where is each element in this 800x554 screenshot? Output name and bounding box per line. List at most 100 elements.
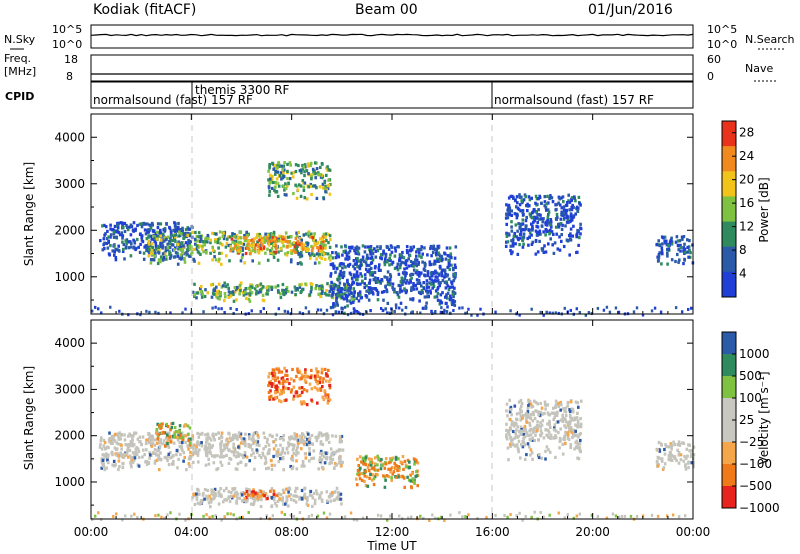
- data-cell: [440, 254, 444, 258]
- data-cell: [384, 478, 387, 482]
- data-cell: [187, 447, 190, 451]
- data-cell: [331, 251, 334, 255]
- data-cell: [347, 286, 350, 290]
- data-cell: [557, 401, 560, 406]
- data-cell: [566, 401, 570, 405]
- data-cell: [203, 488, 207, 492]
- data-cell: [575, 235, 578, 239]
- data-cell: [240, 493, 244, 497]
- data-cell: [227, 461, 231, 465]
- data-cell: [524, 195, 528, 199]
- data-cell: [272, 252, 275, 256]
- data-cell: [523, 424, 527, 429]
- data-cell: [321, 466, 324, 470]
- data-cell: [177, 225, 180, 229]
- data-cell: [650, 309, 654, 313]
- data-cell: [101, 453, 105, 457]
- data-cell: [449, 252, 453, 256]
- data-cell: [279, 493, 283, 497]
- data-cell: [223, 447, 226, 451]
- data-cell: [309, 489, 313, 494]
- data-cell: [145, 247, 148, 251]
- data-cell: [178, 436, 181, 440]
- data-cell: [276, 376, 280, 380]
- data-cell: [121, 518, 124, 522]
- data-cell: [426, 295, 429, 299]
- data-cell: [302, 388, 306, 392]
- data-cell: [562, 200, 565, 204]
- nave-label: Nave: [745, 62, 773, 75]
- data-cell: [334, 270, 337, 274]
- data-cell: [337, 448, 341, 452]
- data-cell: [419, 291, 423, 296]
- data-cell: [663, 235, 667, 239]
- data-cell: [509, 418, 512, 422]
- data-cell: [179, 452, 182, 457]
- data-cell: [162, 439, 166, 443]
- data-cell: [144, 460, 147, 464]
- data-cell: [526, 204, 530, 208]
- data-cell: [286, 176, 289, 181]
- data-cell: [135, 237, 139, 242]
- data-cell: [296, 367, 299, 371]
- data-cell: [159, 260, 162, 264]
- data-cell: [283, 239, 286, 243]
- data-cell: [251, 492, 254, 496]
- data-cell: [569, 227, 573, 231]
- data-cell: [187, 438, 190, 443]
- data-cell: [117, 454, 120, 458]
- data-cell: [547, 213, 550, 217]
- data-cell: [389, 253, 392, 257]
- data-cell: [451, 267, 455, 271]
- data-cell: [326, 393, 330, 397]
- data-cell: [285, 288, 288, 292]
- data-cell: [220, 251, 223, 255]
- data-cell: [361, 255, 365, 259]
- data-cell: [123, 452, 126, 457]
- data-cell: [176, 438, 180, 442]
- data-cell: [677, 440, 681, 444]
- data-cell: [305, 443, 309, 447]
- data-cell: [114, 256, 118, 260]
- data-cell: [522, 232, 526, 236]
- data-cell: [371, 273, 375, 277]
- data-cell: [270, 467, 274, 471]
- data-cell: [169, 251, 172, 255]
- data-cell: [263, 494, 266, 498]
- data-cell: [323, 257, 327, 261]
- data-cell: [383, 275, 386, 279]
- data-cell: [688, 249, 691, 253]
- data-cell: [561, 195, 565, 199]
- data-cell: [140, 443, 143, 447]
- data-cell: [361, 258, 365, 262]
- data-cell: [137, 449, 141, 453]
- data-cell: [134, 447, 138, 451]
- data-cell: [660, 235, 664, 239]
- data-cell: [681, 237, 684, 241]
- data-cell: [303, 174, 306, 178]
- data-cell: [142, 251, 146, 255]
- data-cell: [329, 272, 333, 276]
- data-cell: [195, 445, 198, 449]
- data-cell: [268, 397, 272, 401]
- data-cell: [300, 376, 303, 380]
- data-cell: [300, 241, 303, 245]
- data-cell: [656, 514, 660, 518]
- data-cell: [670, 236, 673, 240]
- data-cell: [401, 475, 405, 479]
- data-cell: [257, 261, 261, 265]
- data-cell: [125, 223, 128, 228]
- data-cell: [522, 427, 525, 431]
- colorbar-swatch: [722, 332, 736, 355]
- data-cell: [420, 289, 424, 293]
- data-cell: [281, 376, 285, 380]
- data-cell: [153, 236, 157, 240]
- data-cell: [687, 443, 690, 447]
- data-cell: [289, 163, 292, 167]
- data-cell: [391, 282, 395, 286]
- data-cell: [528, 231, 532, 235]
- data-cell: [653, 306, 657, 310]
- data-cell: [292, 249, 295, 253]
- data-cell: [304, 232, 308, 236]
- data-cell: [430, 278, 434, 282]
